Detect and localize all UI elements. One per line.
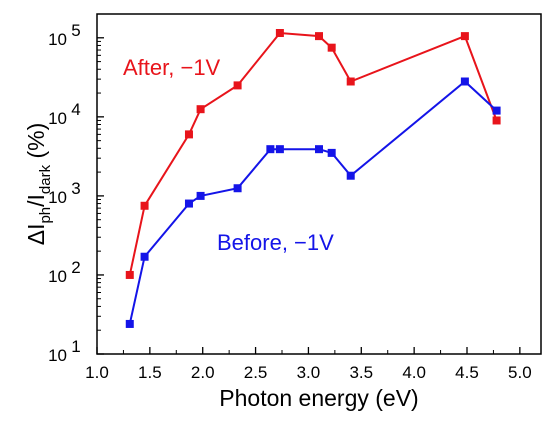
x-tick-label: 1.0 (85, 363, 109, 382)
series-marker-0 (184, 130, 193, 139)
y-tick-label: 10 (48, 109, 67, 128)
y-axis-title-suffix: (%) (23, 123, 49, 165)
y-tick-exponent: 3 (71, 179, 80, 198)
series-marker-0 (315, 32, 323, 41)
series-marker-0 (275, 28, 284, 37)
x-tick-label: 3.0 (297, 363, 321, 382)
series-marker-0 (492, 116, 501, 125)
series-layer (125, 28, 501, 328)
axis-ticks: 1.0 1.5 2.0 2.5 3.0 3.5 4.0 4.5 5.010 110 210 310 41… (48, 21, 532, 382)
series-marker-1 (233, 184, 242, 193)
series-marker-1 (125, 319, 134, 328)
series-marker-1 (327, 148, 336, 157)
series-marker-0 (327, 43, 336, 52)
y-axis-title-prefix: ΔI (23, 224, 49, 246)
y-axis-title-sub2: dark (37, 164, 54, 194)
plot-frame (96, 13, 542, 355)
y-tick-exponent: 2 (71, 258, 80, 277)
series-marker-0 (346, 77, 355, 86)
series-line-1 (128, 80, 498, 325)
y-tick-label: 10 (48, 346, 67, 365)
series-marker-0 (233, 81, 242, 90)
x-tick-label: 2.5 (244, 363, 268, 382)
y-tick-label: 10 (48, 267, 67, 286)
x-tick-label: 1.5 (138, 363, 162, 382)
series-marker-0 (196, 105, 205, 114)
x-tick-label: 5.0 (508, 363, 532, 382)
series-marker-0 (140, 201, 149, 210)
series-marker-1 (460, 77, 469, 86)
series-marker-0 (460, 32, 469, 41)
y-tick-exponent: 4 (71, 100, 80, 119)
series-marker-1 (346, 171, 355, 180)
series-marker-1 (140, 252, 149, 261)
series-marker-1 (492, 106, 501, 115)
y-axis-title-mid: /I (23, 194, 49, 207)
x-tick-label: 4.5 (455, 363, 479, 382)
x-tick-label: 4.0 (402, 363, 426, 382)
y-tick-label: 10 (48, 30, 67, 49)
x-tick-label: 3.5 (349, 363, 373, 382)
series-marker-1 (266, 145, 275, 154)
x-axis-title: Photon energy (eV) (219, 385, 418, 411)
y-tick-exponent: 1 (71, 337, 80, 356)
series-marker-1 (196, 191, 205, 200)
series-marker-1 (184, 199, 193, 208)
y-axis-title-sub1: ph (37, 207, 54, 224)
y-tick-exponent: 5 (71, 21, 80, 40)
series-label-before: Before, −1V (217, 230, 334, 255)
series-marker-1 (315, 145, 323, 154)
series-marker-0 (125, 270, 134, 279)
y-tick-label: 10 (48, 188, 67, 207)
y-axis-title: ΔIph/Idark (%) (23, 123, 54, 246)
series-marker-1 (275, 145, 284, 154)
series-label-after: After, −1V (123, 55, 221, 80)
x-tick-label: 2.0 (191, 363, 215, 382)
